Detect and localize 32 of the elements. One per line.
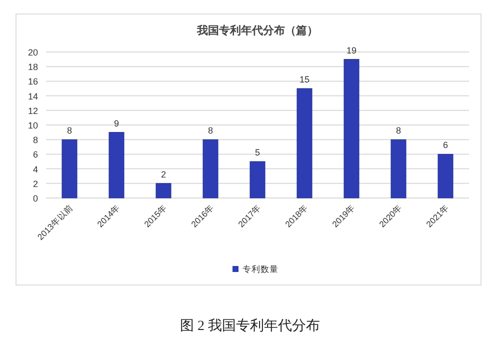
y-tick-label: 0 [32,194,38,204]
y-tick-label: 16 [28,76,38,87]
data-label: 15 [299,74,310,84]
y-tick-label: 14 [28,91,38,102]
bar [250,161,266,198]
bar [296,88,312,198]
bar [156,183,172,198]
y-tick-label: 18 [28,62,38,72]
bar [202,139,218,198]
data-label: 6 [442,140,448,150]
chart-title: 我国专利年代分布（篇） [196,24,318,37]
data-label: 8 [66,126,72,136]
y-tick-label: 8 [32,135,38,146]
data-label: 2 [160,169,166,180]
y-tick-label: 2 [32,178,38,189]
bar [344,59,360,198]
data-label: 19 [346,45,357,56]
data-label: 9 [114,118,120,128]
y-tick-label: 4 [32,164,38,174]
data-label: 5 [254,148,260,158]
bar [62,139,78,198]
data-label: 8 [396,126,402,136]
y-tick-label: 20 [28,48,38,58]
caption: 图 2 我国专利年代分布 [180,318,320,334]
data-label: 8 [208,126,214,136]
y-tick-label: 12 [28,106,38,116]
bar [438,154,454,198]
y-tick-label: 6 [32,150,38,160]
bar [108,132,124,198]
y-tick-label: 10 [28,120,38,130]
legend-label: 专利数量 [242,264,278,274]
bar [390,139,406,198]
